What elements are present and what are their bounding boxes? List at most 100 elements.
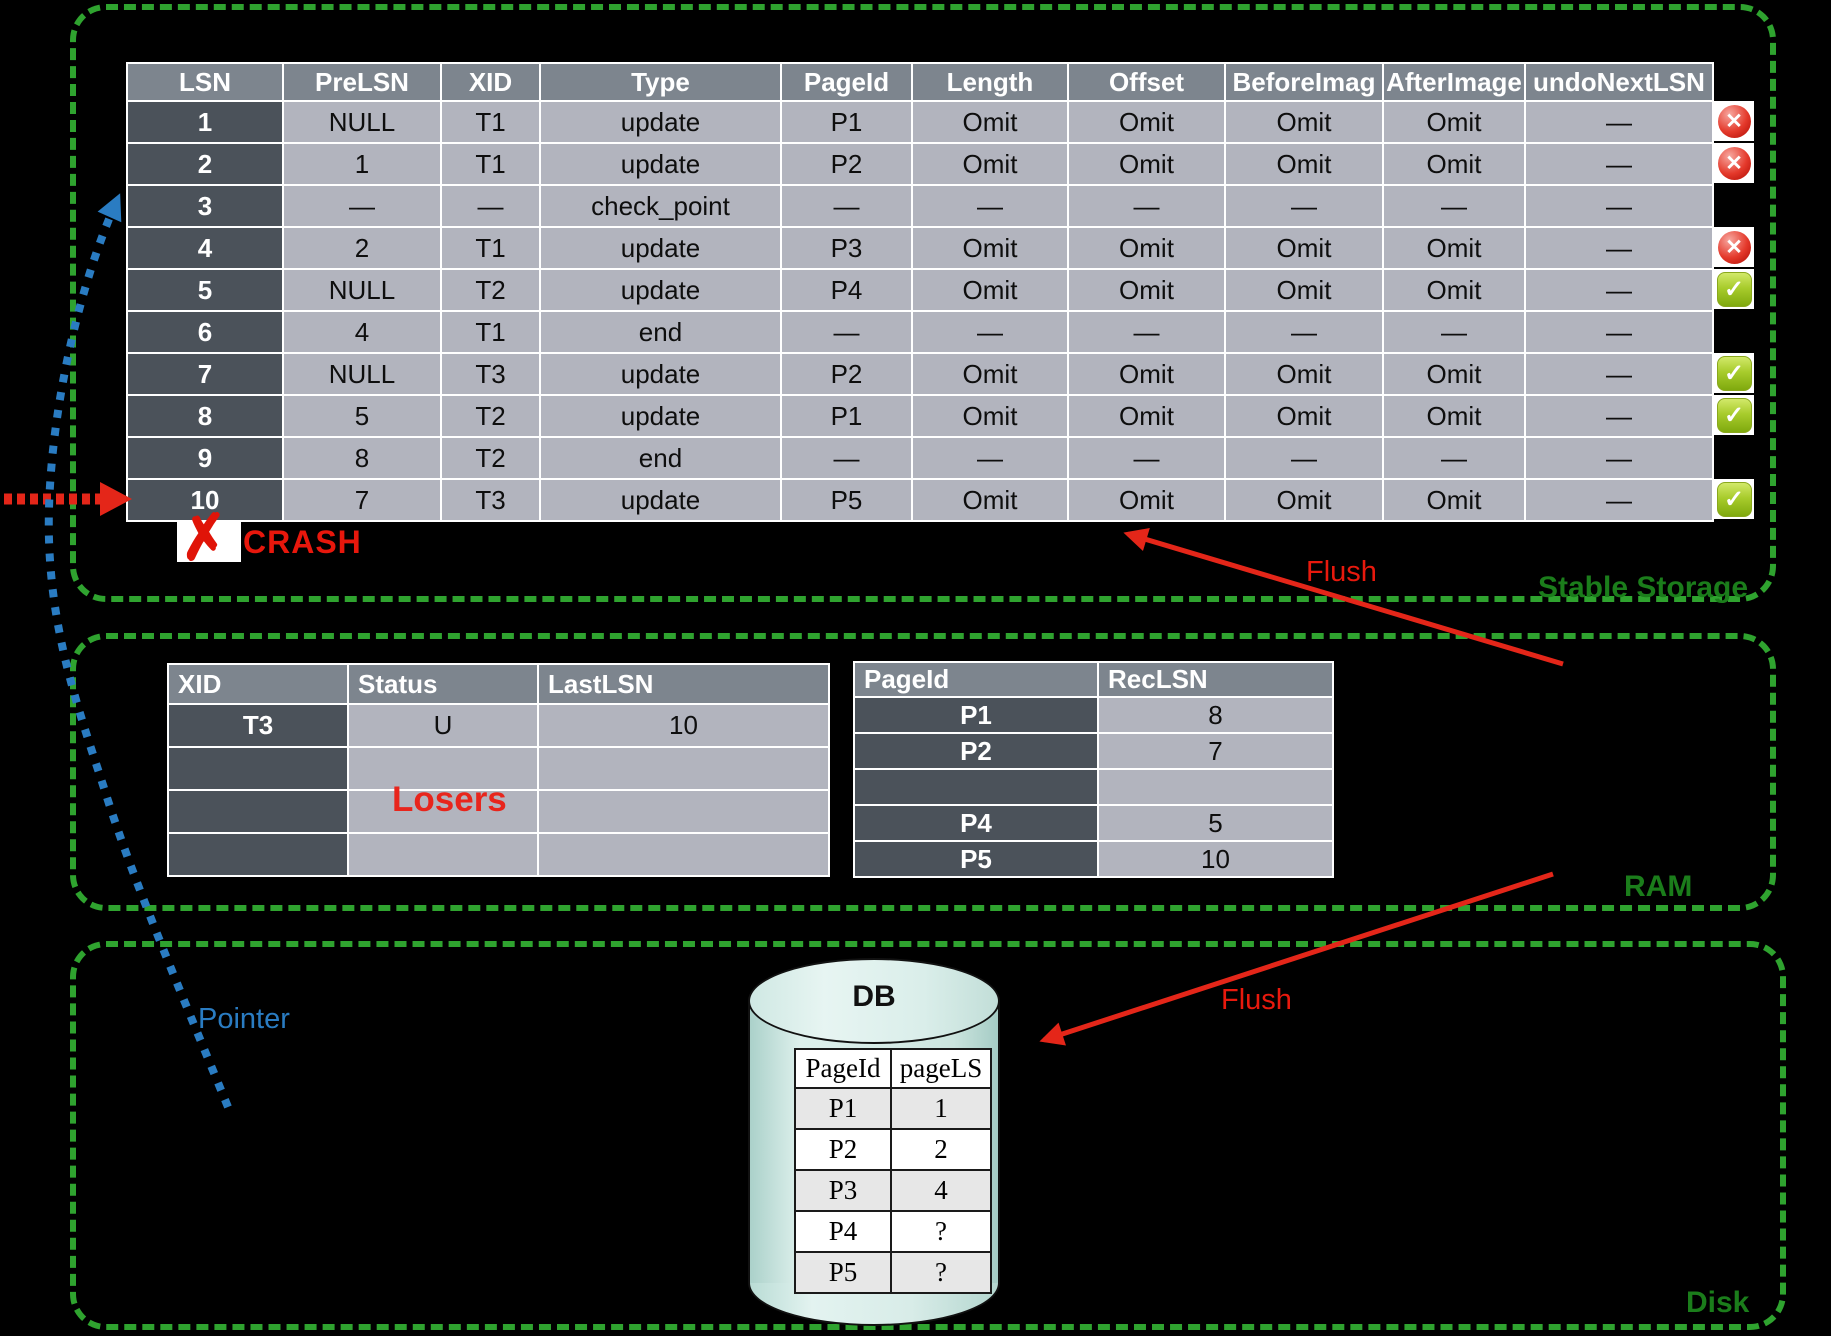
table-cell: P1 bbox=[794, 1087, 892, 1130]
table-cell: Omit bbox=[1067, 352, 1226, 396]
table-row: P2 2 bbox=[794, 1128, 992, 1171]
green-check-icon: ✓ bbox=[1714, 395, 1754, 435]
table-cell: — bbox=[1524, 184, 1714, 228]
column-header: PageId bbox=[853, 661, 1099, 698]
table-cell bbox=[537, 832, 830, 877]
table-row: P3 4 bbox=[794, 1169, 992, 1212]
table-cell: Omit bbox=[1067, 142, 1226, 186]
table-cell: end bbox=[539, 310, 782, 354]
table-row: 4 2 T1 update P3 Omit Omit Omit Omit — bbox=[126, 226, 1714, 270]
table-cell: Omit bbox=[1067, 226, 1226, 270]
table-cell bbox=[1097, 768, 1334, 806]
table-cell: end bbox=[539, 436, 782, 480]
table-cell: NULL bbox=[282, 268, 442, 312]
icon-glyph: ✕ bbox=[1717, 104, 1751, 138]
losers-label: Losers bbox=[392, 780, 507, 819]
table-cell: — bbox=[1524, 352, 1714, 396]
table-cell: — bbox=[440, 184, 541, 228]
table-cell bbox=[347, 789, 539, 834]
table-cell bbox=[853, 768, 1099, 806]
table-cell: Omit bbox=[1382, 478, 1526, 522]
table: PageId pageLS P1 1 P2 2 P3 4 P4? P5? bbox=[794, 1048, 992, 1294]
table-cell: P2 bbox=[794, 1128, 892, 1171]
table-cell bbox=[347, 832, 539, 877]
table-cell: 4 bbox=[126, 226, 284, 270]
column-header: Length bbox=[911, 62, 1069, 102]
column-header: PageId bbox=[794, 1048, 892, 1089]
table-cell: 2 bbox=[126, 142, 284, 186]
cylinder-top bbox=[748, 958, 1000, 1044]
table-cell: — bbox=[1224, 436, 1384, 480]
table-row bbox=[167, 832, 830, 877]
table-cell: T1 bbox=[440, 100, 541, 144]
table-cell: T3 bbox=[167, 703, 349, 748]
column-header: Type bbox=[539, 62, 782, 102]
table-cell: check_point bbox=[539, 184, 782, 228]
table-cell: 5 bbox=[282, 394, 442, 438]
table-cell: T2 bbox=[440, 394, 541, 438]
column-header: Status bbox=[347, 663, 539, 705]
table-cell: Omit bbox=[911, 226, 1069, 270]
crash-x-box: ✗ bbox=[176, 502, 241, 573]
table-cell: ? bbox=[890, 1251, 992, 1294]
table-cell: Omit bbox=[1067, 478, 1226, 522]
table-cell: update bbox=[539, 100, 782, 144]
table-cell: 7 bbox=[282, 478, 442, 522]
table-cell: — bbox=[1524, 100, 1714, 144]
icon-glyph: ✓ bbox=[1716, 481, 1752, 517]
green-check-icon: ✓ bbox=[1714, 479, 1754, 519]
table-cell: ? bbox=[890, 1210, 992, 1253]
table-cell: 8 bbox=[1097, 696, 1334, 734]
table-cell: Omit bbox=[1224, 100, 1384, 144]
table-cell: update bbox=[539, 142, 782, 186]
table-cell: 10 bbox=[1097, 840, 1334, 878]
table-row: 8 5 T2 update P1 Omit Omit Omit Omit — bbox=[126, 394, 1714, 438]
table-cell: — bbox=[1524, 226, 1714, 270]
table-cell: P2 bbox=[780, 142, 913, 186]
table-cell: update bbox=[539, 226, 782, 270]
table-cell bbox=[537, 789, 830, 834]
table-cell: 9 bbox=[126, 436, 284, 480]
column-header: XID bbox=[167, 663, 349, 705]
table-cell: — bbox=[1067, 310, 1226, 354]
table-cell: Omit bbox=[911, 352, 1069, 396]
table-cell: Omit bbox=[1382, 226, 1526, 270]
table-cell: — bbox=[780, 310, 913, 354]
table-cell bbox=[537, 746, 830, 791]
table-cell: update bbox=[539, 394, 782, 438]
transaction-table: XID Status LastLSN T3 U 10 bbox=[167, 663, 830, 877]
table-cell: Omit bbox=[1382, 100, 1526, 144]
table-cell: P3 bbox=[780, 226, 913, 270]
table-cell: 5 bbox=[126, 268, 284, 312]
table-cell: — bbox=[1224, 184, 1384, 228]
table-cell: T1 bbox=[440, 310, 541, 354]
table-cell: Omit bbox=[911, 268, 1069, 312]
table-cell: NULL bbox=[282, 352, 442, 396]
db-page-table: PageId pageLS P1 1 P2 2 P3 4 P4? P5? bbox=[794, 1048, 992, 1294]
table-row: P4? bbox=[794, 1210, 992, 1253]
stable-storage-label: Stable Storage bbox=[1538, 571, 1749, 604]
table-cell: P1 bbox=[853, 696, 1099, 734]
table-cell: Omit bbox=[1067, 268, 1226, 312]
table-row: P4 5 bbox=[853, 804, 1334, 842]
icon-glyph: ✓ bbox=[1716, 271, 1752, 307]
table-cell: — bbox=[1382, 436, 1526, 480]
crash-x-icon: ✗ bbox=[175, 501, 233, 574]
table-cell: T3 bbox=[440, 478, 541, 522]
table-cell: Omit bbox=[1067, 100, 1226, 144]
table-cell: 3 bbox=[126, 184, 284, 228]
table-cell bbox=[167, 746, 349, 791]
table-row: 1 NULL T1 update P1 Omit Omit Omit Omit — bbox=[126, 100, 1714, 144]
table-cell: Omit bbox=[1224, 226, 1384, 270]
table-cell: — bbox=[1524, 478, 1714, 522]
table-cell: update bbox=[539, 268, 782, 312]
table-cell: T1 bbox=[440, 226, 541, 270]
table-cell: Omit bbox=[1224, 394, 1384, 438]
table-row: 2 1 T1 update P2 Omit Omit Omit Omit — bbox=[126, 142, 1714, 186]
green-check-icon: ✓ bbox=[1714, 353, 1754, 393]
table-cell: 2 bbox=[282, 226, 442, 270]
table-cell: — bbox=[1524, 142, 1714, 186]
pointer-label: Pointer bbox=[198, 1003, 290, 1035]
table-cell: — bbox=[1524, 394, 1714, 438]
column-header: pageLS bbox=[890, 1048, 992, 1089]
